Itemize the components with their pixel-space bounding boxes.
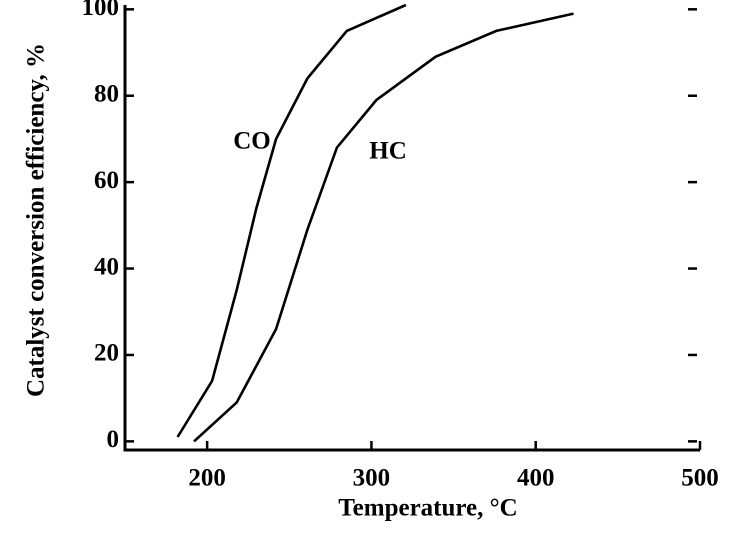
curve xyxy=(176,3,407,438)
y-axis-label: Catalyst conversion efficiency, % xyxy=(23,43,50,397)
y-tick-label: 0 xyxy=(107,426,120,453)
y-tick-label: 100 xyxy=(82,0,120,21)
x-tick-label: 500 xyxy=(681,465,719,492)
y-tick-label: 60 xyxy=(94,167,119,194)
y-tick-label: 40 xyxy=(94,253,119,280)
y-tick-label: 20 xyxy=(94,340,119,367)
series-label: CO xyxy=(233,128,271,155)
curve xyxy=(193,12,574,443)
x-tick-label: 400 xyxy=(517,465,555,492)
series-label: HC xyxy=(369,138,407,165)
y-tick-label: 80 xyxy=(94,80,119,107)
x-tick-label: 200 xyxy=(188,465,226,492)
x-axis-label: Temperature, °C xyxy=(338,495,517,522)
x-tick-label: 300 xyxy=(353,465,391,492)
